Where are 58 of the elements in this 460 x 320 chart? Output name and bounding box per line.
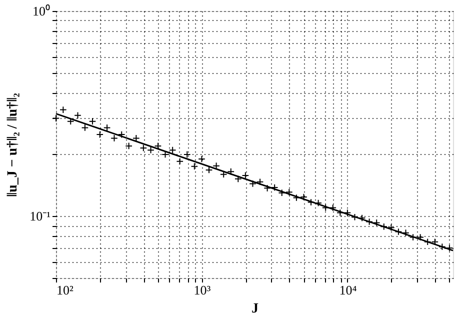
- point: [336, 209, 344, 216]
- point: [388, 224, 395, 232]
- point: [81, 124, 89, 132]
- point: [372, 219, 380, 226]
- point: [402, 229, 410, 236]
- point: [351, 213, 358, 221]
- x-tick-label: 10⁴: [339, 282, 358, 298]
- point: [176, 158, 184, 166]
- point: [212, 162, 220, 170]
- point: [416, 234, 424, 241]
- point: [242, 172, 250, 180]
- point: [96, 130, 104, 138]
- point: [110, 134, 118, 142]
- point: [286, 188, 293, 196]
- point: [60, 106, 67, 114]
- point: [409, 234, 417, 241]
- point: [278, 189, 286, 196]
- point: [183, 150, 191, 158]
- y-axis-title: ‖u_J − u†‖₂ / ‖u†‖₂: [6, 93, 21, 197]
- point: [446, 244, 454, 252]
- point: [300, 193, 308, 201]
- point: [424, 238, 432, 246]
- point: [132, 134, 140, 142]
- point: [431, 238, 439, 246]
- point: [190, 162, 198, 170]
- point: [147, 146, 154, 154]
- point: [256, 178, 264, 186]
- point: [205, 166, 213, 174]
- x-tick-label: 10²: [56, 282, 74, 298]
- point: [249, 180, 256, 188]
- point: [88, 118, 96, 125]
- point: [103, 124, 111, 132]
- point: [264, 184, 271, 192]
- point: [74, 112, 82, 120]
- point: [66, 118, 74, 125]
- x-axis-title: J: [252, 302, 258, 316]
- point: [307, 198, 315, 206]
- point: [198, 155, 206, 163]
- x-tick-label: 10³: [194, 282, 211, 298]
- point: [438, 243, 446, 250]
- point: [118, 130, 126, 138]
- point: [366, 218, 373, 226]
- point: [168, 146, 176, 154]
- point: [125, 142, 132, 150]
- point: [329, 204, 337, 212]
- y-tick-label: 10⁻¹: [30, 208, 51, 224]
- point: [227, 168, 235, 176]
- point: [380, 222, 388, 230]
- point: [52, 114, 60, 122]
- point: [344, 209, 352, 216]
- point: [270, 184, 278, 192]
- point: [358, 214, 366, 222]
- point: [394, 228, 402, 236]
- point: [234, 175, 242, 183]
- y-tick-label: 10⁰: [32, 4, 50, 18]
- point: [292, 194, 300, 202]
- point: [322, 204, 330, 212]
- point: [140, 144, 148, 152]
